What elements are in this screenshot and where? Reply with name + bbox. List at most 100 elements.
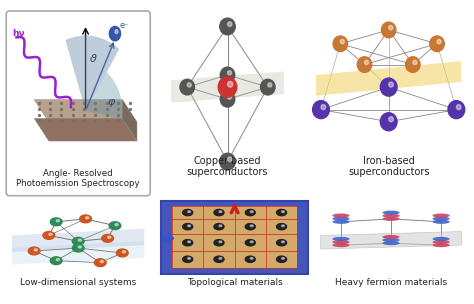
Ellipse shape: [332, 213, 350, 218]
Circle shape: [109, 26, 120, 41]
Circle shape: [245, 223, 255, 230]
Polygon shape: [34, 100, 137, 122]
Wedge shape: [85, 72, 122, 119]
Circle shape: [214, 223, 224, 230]
Polygon shape: [122, 100, 137, 141]
Ellipse shape: [432, 220, 450, 224]
Circle shape: [228, 71, 232, 75]
Circle shape: [220, 18, 235, 35]
Circle shape: [182, 256, 193, 262]
Circle shape: [365, 60, 369, 64]
Ellipse shape: [332, 220, 350, 224]
Circle shape: [261, 79, 275, 95]
Circle shape: [219, 241, 222, 243]
Text: Heavy fermion materials: Heavy fermion materials: [335, 278, 447, 287]
Circle shape: [282, 225, 284, 227]
Ellipse shape: [332, 237, 350, 241]
Circle shape: [188, 225, 191, 227]
Circle shape: [43, 232, 55, 239]
Circle shape: [268, 83, 272, 87]
Ellipse shape: [383, 214, 400, 218]
FancyBboxPatch shape: [6, 11, 150, 196]
Circle shape: [28, 247, 40, 255]
Circle shape: [188, 257, 191, 259]
Circle shape: [100, 261, 103, 263]
Circle shape: [220, 67, 235, 83]
Circle shape: [122, 251, 126, 253]
Circle shape: [250, 257, 253, 259]
Circle shape: [276, 223, 287, 230]
Circle shape: [219, 257, 222, 259]
Circle shape: [437, 40, 441, 44]
Circle shape: [218, 77, 237, 97]
Circle shape: [282, 211, 284, 212]
Circle shape: [115, 29, 118, 34]
Circle shape: [78, 239, 82, 241]
Circle shape: [276, 209, 287, 216]
Circle shape: [180, 79, 194, 95]
Polygon shape: [316, 61, 461, 96]
Circle shape: [250, 241, 253, 243]
Circle shape: [276, 240, 287, 246]
Circle shape: [219, 225, 222, 227]
Ellipse shape: [332, 217, 350, 221]
Polygon shape: [171, 71, 284, 103]
Circle shape: [73, 237, 84, 245]
Circle shape: [382, 22, 396, 38]
Circle shape: [214, 256, 224, 262]
Text: Angle- Resolved
Photoemission Spectroscopy: Angle- Resolved Photoemission Spectrosco…: [17, 169, 140, 188]
Circle shape: [80, 215, 91, 223]
Circle shape: [389, 82, 393, 87]
Circle shape: [117, 249, 128, 257]
Circle shape: [94, 259, 106, 267]
Text: hν: hν: [12, 29, 25, 37]
Bar: [161, 201, 308, 274]
Circle shape: [50, 257, 62, 264]
Ellipse shape: [383, 235, 400, 239]
Text: ϑ: ϑ: [90, 54, 97, 64]
Circle shape: [357, 57, 372, 72]
Text: φ: φ: [108, 97, 115, 107]
Circle shape: [50, 218, 62, 226]
Circle shape: [115, 223, 118, 226]
Circle shape: [220, 92, 235, 107]
Circle shape: [448, 101, 465, 119]
Wedge shape: [65, 36, 119, 111]
Circle shape: [228, 22, 232, 26]
Polygon shape: [172, 206, 297, 268]
Ellipse shape: [432, 240, 450, 244]
Ellipse shape: [432, 243, 450, 247]
Circle shape: [219, 211, 222, 212]
Circle shape: [228, 81, 233, 87]
Circle shape: [56, 219, 59, 222]
Circle shape: [340, 40, 345, 44]
Circle shape: [188, 241, 191, 243]
Circle shape: [220, 153, 235, 170]
Circle shape: [228, 157, 232, 162]
Circle shape: [245, 209, 255, 216]
Circle shape: [250, 225, 253, 227]
Circle shape: [188, 211, 191, 212]
Polygon shape: [12, 229, 145, 252]
Circle shape: [245, 256, 255, 262]
Circle shape: [282, 257, 284, 259]
Circle shape: [73, 244, 84, 252]
Circle shape: [214, 209, 224, 216]
Ellipse shape: [383, 238, 400, 242]
Circle shape: [49, 233, 52, 235]
Ellipse shape: [432, 213, 450, 218]
Circle shape: [85, 217, 89, 219]
Text: Copper-based
superconductors: Copper-based superconductors: [187, 156, 268, 177]
Circle shape: [102, 234, 113, 242]
Polygon shape: [321, 232, 461, 249]
Ellipse shape: [332, 240, 350, 244]
Circle shape: [182, 209, 193, 216]
Text: Topological materials: Topological materials: [187, 278, 283, 287]
Circle shape: [214, 240, 224, 246]
Circle shape: [389, 26, 393, 30]
Circle shape: [250, 211, 253, 212]
Circle shape: [108, 236, 111, 238]
Circle shape: [282, 241, 284, 243]
Circle shape: [380, 78, 397, 96]
Circle shape: [34, 249, 37, 251]
